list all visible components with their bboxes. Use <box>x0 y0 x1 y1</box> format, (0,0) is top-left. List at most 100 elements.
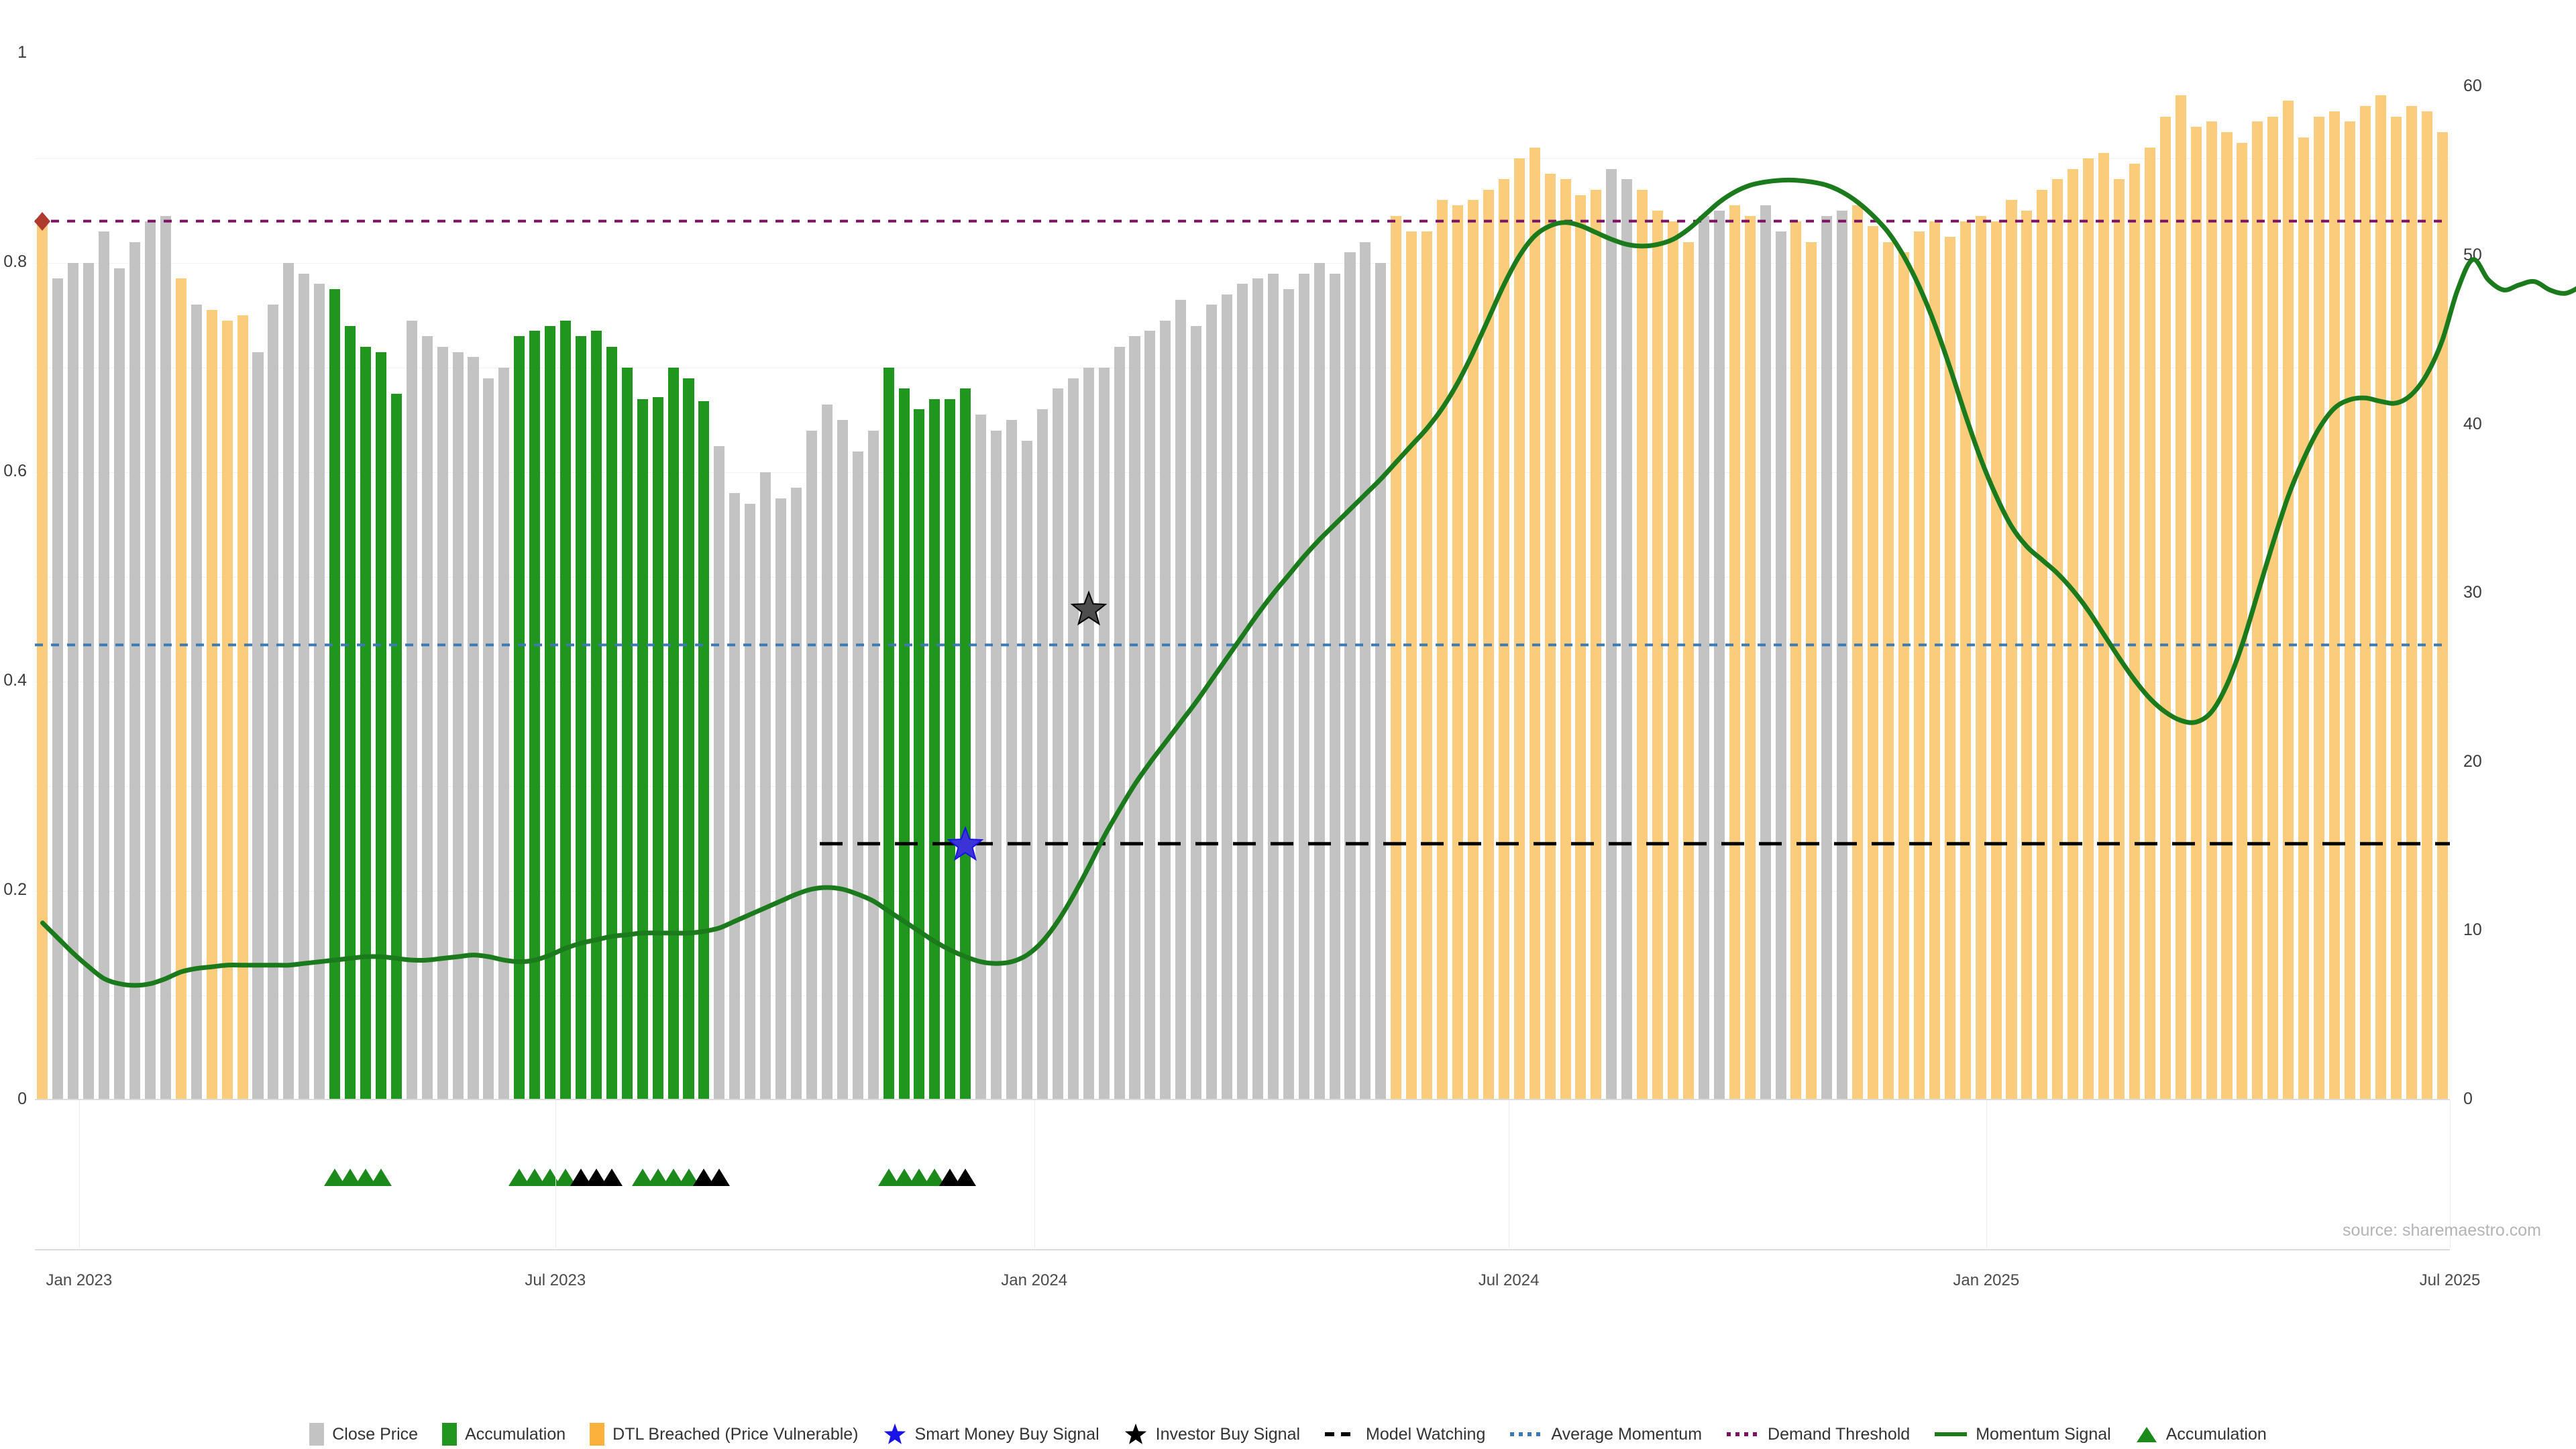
legend-item-close-price[interactable]: Close Price <box>309 1423 418 1446</box>
green-triangle-icon <box>2136 1427 2157 1442</box>
bar-dtl-breached <box>2113 179 2125 1100</box>
legend-item-investor-buy-signal[interactable]: Investor Buy Signal <box>1124 1422 1300 1446</box>
bar-accumulation <box>652 396 663 1100</box>
bar-close-price <box>1283 289 1294 1100</box>
bar-close-price <box>760 472 771 1100</box>
legend-label: Smart Money Buy Signal <box>914 1424 1099 1444</box>
bar-accumulation <box>683 378 694 1100</box>
legend-item-accumulation[interactable]: Accumulation <box>2135 1424 2267 1444</box>
bar-accumulation <box>545 325 556 1100</box>
bar-dtl-breached <box>2052 179 2063 1100</box>
gridline <box>35 158 2450 159</box>
bar-close-price <box>52 278 64 1100</box>
accumulation-triangle-black <box>693 1169 715 1186</box>
blue-star-icon <box>947 825 984 861</box>
bar-close-price <box>1313 263 1325 1100</box>
bar-close-price <box>99 231 110 1100</box>
bar-accumulation <box>883 368 894 1100</box>
y-tick-right: 0 <box>2463 1089 2473 1108</box>
bar-close-price <box>129 241 141 1100</box>
bar-accumulation <box>606 346 617 1100</box>
legend-item-smart-money-buy-signal[interactable]: Smart Money Buy Signal <box>883 1422 1099 1446</box>
bar-accumulation <box>360 346 371 1100</box>
x-tick-label: Jul 2023 <box>525 1271 586 1289</box>
bar-close-price <box>1036 409 1048 1100</box>
bar-accumulation <box>929 398 941 1100</box>
legend-label: Demand Threshold <box>1768 1424 1911 1444</box>
bar-dtl-breached <box>1421 231 1433 1100</box>
x-tick-label: Jul 2024 <box>1478 1271 1540 1289</box>
bar-close-price <box>1236 284 1248 1100</box>
bar-dtl-breached <box>2037 189 2048 1100</box>
bar-close-price <box>1098 368 1110 1100</box>
bar-dtl-breached <box>2068 168 2079 1100</box>
bar-dtl-breached <box>1729 205 1740 1100</box>
x-axis-line <box>35 1249 2450 1250</box>
bar-close-price <box>775 498 787 1100</box>
legend-item-demand-threshold[interactable]: Demand Threshold <box>1726 1425 1910 1444</box>
accumulation-triangle-green <box>908 1169 930 1186</box>
point-markers <box>34 54 2450 1100</box>
legend-label: Average Momentum <box>1551 1424 1703 1444</box>
accumulation-triangle-green <box>354 1169 376 1186</box>
bar-dtl-breached <box>37 221 48 1100</box>
legend-label: Model Watching <box>1366 1424 1486 1444</box>
bar-close-price <box>283 263 294 1100</box>
bar-dtl-breached <box>1883 241 1894 1100</box>
y-tick-right: 20 <box>2463 751 2482 771</box>
momentum-signal-line <box>40 177 2576 988</box>
legend-label: Accumulation <box>2165 1424 2267 1444</box>
bar-dtl-breached <box>2252 121 2263 1100</box>
bar-close-price <box>114 268 125 1100</box>
accumulation-triangle-green <box>370 1169 392 1186</box>
bar-dtl-breached <box>2406 106 2417 1100</box>
bar-accumulation <box>575 336 587 1100</box>
legend-item-model-watching[interactable]: Model Watching <box>1324 1425 1485 1444</box>
bar-close-price <box>1006 420 1018 1100</box>
legend-label: Close Price <box>332 1424 419 1444</box>
bar-dtl-breached <box>2421 111 2432 1100</box>
blue-star-icon <box>883 1424 906 1444</box>
legend-label: DTL Breached (Price Vulnerable) <box>612 1424 859 1444</box>
x-tick-mark <box>1986 1100 1987 1248</box>
bar-close-price <box>1360 241 1371 1100</box>
y-tick-right: 60 <box>2463 76 2482 96</box>
orange-square-swatch <box>590 1423 605 1446</box>
accumulation-triangle-green <box>339 1169 362 1186</box>
y-tick-left: 0.4 <box>3 671 27 690</box>
bar-accumulation <box>698 400 710 1100</box>
accumulation-triangle-green <box>524 1169 546 1186</box>
y-tick-left: 0 <box>17 1089 27 1108</box>
legend-item-average-momentum[interactable]: Average Momentum <box>1509 1425 1702 1444</box>
y-tick-left: 0.2 <box>3 880 27 899</box>
bar-close-price <box>1375 263 1387 1100</box>
bar-dtl-breached <box>1591 189 1602 1100</box>
bar-close-price <box>1206 305 1218 1100</box>
bar-accumulation <box>375 352 386 1100</box>
x-tick-mark <box>1034 1100 1035 1248</box>
bar-dtl-breached <box>237 315 248 1100</box>
bar-close-price <box>1344 252 1356 1100</box>
bar-dtl-breached <box>2129 163 2140 1100</box>
bar-dtl-breached <box>1560 179 1571 1100</box>
bar-dtl-breached <box>2359 106 2371 1100</box>
bar-close-price <box>1222 294 1233 1100</box>
bar-close-price <box>1621 179 1633 1100</box>
bar-close-price <box>1067 378 1079 1100</box>
bar-close-price <box>483 378 494 1100</box>
bar-close-price <box>1114 346 1125 1100</box>
bar-close-price <box>1298 273 1309 1100</box>
legend-item-accumulation[interactable]: Accumulation <box>442 1423 566 1446</box>
bar-accumulation <box>345 325 356 1100</box>
bar-dtl-breached <box>2175 95 2186 1100</box>
accumulation-triangle-green <box>647 1169 669 1186</box>
bar-dtl-breached <box>1929 221 1940 1100</box>
legend-label: Momentum Signal <box>1976 1424 2111 1444</box>
legend-item-momentum-signal[interactable]: Momentum Signal <box>1934 1424 2111 1444</box>
x-tick-label: Jan 2023 <box>46 1271 113 1289</box>
gray-square-swatch <box>309 1423 325 1446</box>
bar-accumulation <box>621 368 633 1100</box>
legend-item-dtl-breached-price-vulnerable[interactable]: DTL Breached (Price Vulnerable) <box>590 1423 859 1446</box>
bar-dtl-breached <box>1868 226 1879 1100</box>
